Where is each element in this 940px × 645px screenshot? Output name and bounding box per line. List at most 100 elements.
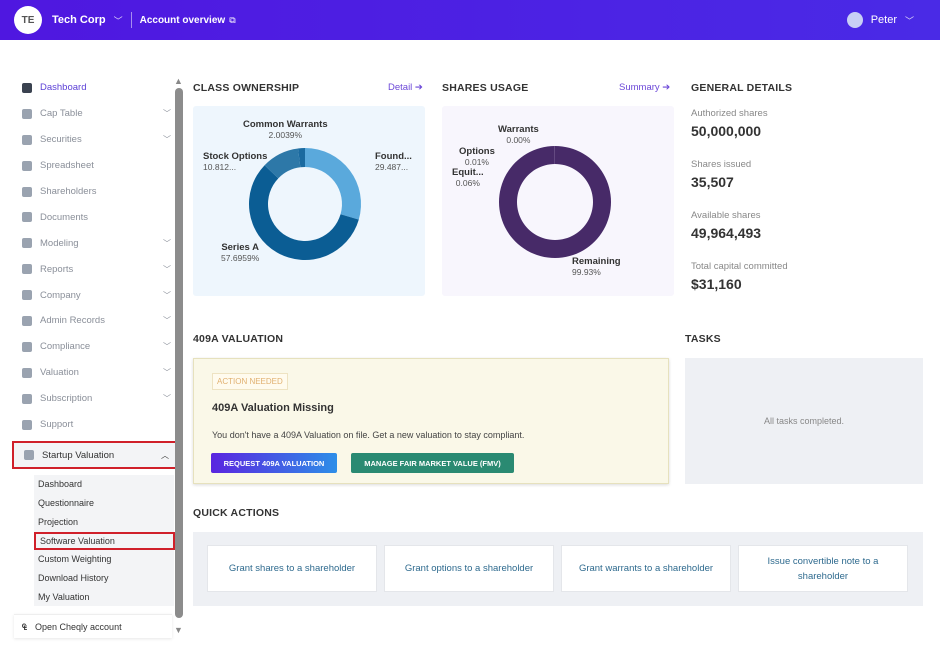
summary-link[interactable]: Summary ➔: [619, 82, 671, 93]
sidebar-item-cap-table[interactable]: Cap Table ﹀: [12, 101, 177, 127]
scroll-down-arrow[interactable]: ▼: [174, 625, 183, 635]
submenu-item-questionnaire[interactable]: Questionnaire: [38, 498, 95, 509]
detail-label: Authorized shares: [691, 108, 768, 119]
sidebar-item-label: Documents: [40, 211, 89, 223]
detail-label: Total capital committed: [691, 261, 788, 272]
chevron-down-icon: ﹀: [163, 342, 171, 352]
open-cheqly-account-button[interactable]: ₠ Open Cheqly account: [14, 614, 172, 638]
submenu-item-my-valuation[interactable]: My Valuation: [38, 591, 90, 602]
sidebar-item-label: Spreadsheet: [40, 160, 94, 172]
slice-remaining[interactable]: [499, 146, 612, 258]
sidebar-item-company[interactable]: Company ﹀: [12, 282, 177, 308]
label-warrants: Warrants 0.00%: [498, 124, 539, 146]
sidebar-item-support[interactable]: Support: [12, 412, 177, 438]
grant-options-button[interactable]: Grant options to a shareholder: [384, 545, 554, 592]
bulb-icon: [22, 238, 32, 249]
label-common-warrants: Common Warrants 2.0039%: [243, 119, 328, 141]
chevron-up-icon: ︿: [161, 450, 169, 460]
sidebar-item-shareholders[interactable]: Shareholders: [12, 179, 177, 205]
label-founders: Found... 29.487...: [375, 151, 412, 173]
chart-icon: [22, 367, 32, 378]
shares-usage-title: SHARES USAGE: [442, 82, 529, 94]
detail-value: $31,160: [691, 276, 742, 292]
sidebar-item-valuation[interactable]: Valuation ﹀: [12, 360, 177, 386]
valuation-card: ACTION NEEDED 409A Valuation Missing You…: [193, 358, 669, 484]
chevron-down-icon: ﹀: [163, 135, 171, 145]
folder-icon: [22, 212, 32, 223]
chevron-down-icon: ﹀: [163, 238, 171, 248]
submenu-item-software-valuation[interactable]: Software Valuation: [34, 531, 175, 551]
slice-series-a[interactable]: [249, 165, 359, 260]
action-needed-badge: ACTION NEEDED: [212, 373, 288, 390]
user-menu[interactable]: Peter ﹀: [846, 12, 922, 28]
building-icon: [22, 290, 32, 301]
submenu-item-dashboard[interactable]: Dashboard: [38, 479, 83, 490]
sidebar-item-reports[interactable]: Reports ﹀: [12, 256, 177, 282]
document-icon: [24, 450, 34, 461]
issue-convertible-note-button[interactable]: Issue convertible note to a shareholder: [738, 545, 908, 592]
support-icon: [22, 419, 32, 430]
sidebar-item-label: Securities: [40, 134, 82, 146]
sidebar-item-admin-records[interactable]: Admin Records ﹀: [12, 308, 177, 334]
sidebar-item-spreadsheet[interactable]: Spreadsheet: [12, 153, 177, 179]
sidebar-scrollbar[interactable]: [175, 88, 183, 618]
sidebar-item-label: Shareholders: [40, 186, 97, 197]
tasks-title: TASKS: [685, 333, 721, 345]
spreadsheet-icon: [22, 160, 32, 171]
chevron-down-icon: ﹀: [163, 316, 171, 326]
sidebar-item-dashboard[interactable]: Dashboard: [12, 75, 177, 101]
quick-actions-panel: Grant shares to a shareholder Grant opti…: [193, 532, 923, 606]
class-ownership-donut: [249, 148, 361, 260]
sidebar-item-compliance[interactable]: Compliance ﹀: [12, 334, 177, 360]
label-equity: Equit... 0.06%: [452, 167, 484, 189]
startup-valuation-submenu: Dashboard Questionnaire Projection Software…: [34, 475, 175, 607]
company-switcher[interactable]: Tech Corp: [52, 14, 106, 26]
submenu-item-projection[interactable]: Projection: [38, 516, 79, 527]
sidebar-item-subscription[interactable]: Subscription ﹀: [12, 386, 177, 412]
chevron-down-icon[interactable]: ﹀: [113, 15, 123, 26]
company-avatar[interactable]: TE: [14, 6, 42, 34]
slice-found-[interactable]: [305, 148, 361, 220]
submenu-item-custom-weighting[interactable]: Custom Weighting: [38, 554, 112, 565]
sidebar-item-startup-valuation[interactable]: Startup Valuation ︿: [12, 441, 177, 470]
scroll-up-arrow[interactable]: ▲: [174, 76, 183, 86]
account-overview-link[interactable]: Account overview: [139, 14, 226, 26]
general-detail: Available shares 49,964,493: [691, 210, 761, 241]
grant-warrants-button[interactable]: Grant warrants to a shareholder: [561, 545, 731, 592]
sidebar-item-label: Reports: [40, 263, 74, 275]
sidebar-item-modeling[interactable]: Modeling ﹀: [12, 230, 177, 256]
user-name: Peter: [870, 14, 897, 26]
slice-stock-options[interactable]: [264, 148, 301, 179]
sidebar-item-label: Company: [40, 289, 81, 301]
shield-icon: [22, 341, 32, 352]
sidebar-item-label: Admin Records: [40, 315, 105, 327]
sidebar-item-label: Valuation: [40, 367, 79, 379]
request-409a-button[interactable]: REQUEST 409A VALUATION: [211, 453, 337, 473]
detail-label: Available shares: [691, 210, 761, 221]
tasks-panel: All tasks completed.: [685, 358, 923, 484]
chevron-down-icon: ﹀: [163, 368, 171, 378]
submenu-item-download-history[interactable]: Download History: [38, 572, 109, 583]
label-series-a: Series A 57.6959%: [221, 242, 260, 264]
external-link-icon[interactable]: ⧉: [229, 14, 236, 25]
dollar-icon: [22, 393, 32, 404]
detail-value: 50,000,000: [691, 123, 762, 139]
sidebar-item-label: Modeling: [40, 237, 79, 249]
label-stock-options: Stock Options 10.812...: [203, 151, 268, 173]
shares-usage-panel: Warrants 0.00% Options 0.01% Equit... 0.06%…: [442, 106, 674, 296]
sidebar-item-label: Startup Valuation: [42, 449, 115, 461]
chevron-down-icon: ﹀: [163, 264, 171, 274]
general-detail: Total capital committed $31,160: [691, 261, 788, 292]
detail-link[interactable]: Detail ➔: [388, 82, 423, 93]
sidebar-item-securities[interactable]: Securities ﹀: [12, 127, 177, 153]
sidebar-item-label: Support: [40, 419, 74, 431]
general-detail: Authorized shares 50,000,000: [691, 108, 768, 139]
detail-value: 49,964,493: [691, 225, 762, 241]
grant-shares-button[interactable]: Grant shares to a shareholder: [207, 545, 377, 592]
slice-common-warrants[interactable]: [297, 148, 305, 168]
pie-icon: [22, 108, 32, 119]
user-icon: [22, 186, 32, 197]
clipboard-icon: [22, 134, 32, 145]
manage-fmv-button[interactable]: MANAGE FAIR MARKET VALUE (FMV): [351, 453, 514, 473]
sidebar-item-documents[interactable]: Documents: [12, 204, 177, 230]
